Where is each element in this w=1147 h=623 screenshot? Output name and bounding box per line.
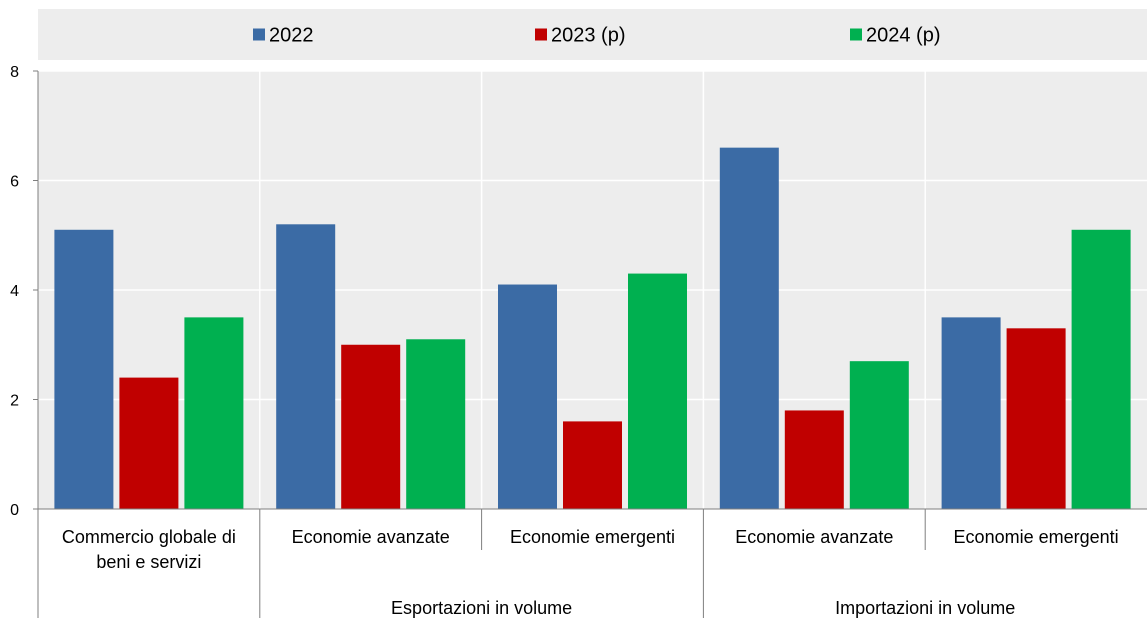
axis-labels: 0 2 4 6 8 Commercio globale di beni e servizi E… <box>10 64 1119 618</box>
bar-series-2-cat-4 <box>1071 229 1131 509</box>
legend-background <box>38 9 1147 60</box>
category-label-3: Economie avanzate <box>735 527 893 547</box>
y-tick-label-2: 4 <box>10 283 19 300</box>
legend-label-2: 2024 (p) <box>866 25 941 47</box>
bar-series-1-cat-3 <box>784 410 844 509</box>
y-tick-label-1: 2 <box>10 393 19 410</box>
category-label-4: Economie emergenti <box>954 527 1119 547</box>
bar-series-2-cat-3 <box>849 361 909 509</box>
category-label-0-line-0: Commercio globale di <box>62 527 236 547</box>
group-label-2: Importazioni in volume <box>835 598 1015 618</box>
y-tick-label-0: 0 <box>10 502 19 519</box>
bar-series-2-cat-2 <box>628 273 687 509</box>
bar-series-2-cat-0 <box>184 317 244 509</box>
bar-series-1-cat-4 <box>1006 328 1066 509</box>
legend-label-0: 2022 <box>269 25 314 47</box>
legend-swatch-0 <box>253 28 265 41</box>
bars <box>54 147 1131 510</box>
bar-series-0-cat-2 <box>498 284 557 509</box>
legend-swatch-1 <box>535 28 547 41</box>
y-tick-label-3: 6 <box>10 174 19 191</box>
category-label-1: Economie avanzate <box>292 527 450 547</box>
bar-series-1-cat-1 <box>341 344 401 509</box>
group-label-1: Esportazioni in volume <box>391 598 572 618</box>
category-label-0-line-1: beni e servizi <box>96 552 201 572</box>
y-tick-label-4: 8 <box>10 64 19 81</box>
bar-series-0-cat-0 <box>54 229 114 509</box>
bar-series-2-cat-1 <box>406 339 466 509</box>
bar-series-0-cat-1 <box>276 224 336 510</box>
bar-series-1-cat-0 <box>119 377 179 509</box>
legend-swatch-2 <box>850 28 862 41</box>
bar-series-0-cat-3 <box>719 147 779 509</box>
bar-series-0-cat-4 <box>941 317 1001 509</box>
legend: 2022 2023 (p) 2024 (p) <box>253 25 941 47</box>
axes <box>33 70 1147 618</box>
bar-series-1-cat-2 <box>563 421 622 509</box>
legend-label-1: 2023 (p) <box>551 25 626 47</box>
category-label-2: Economie emergenti <box>510 527 675 547</box>
